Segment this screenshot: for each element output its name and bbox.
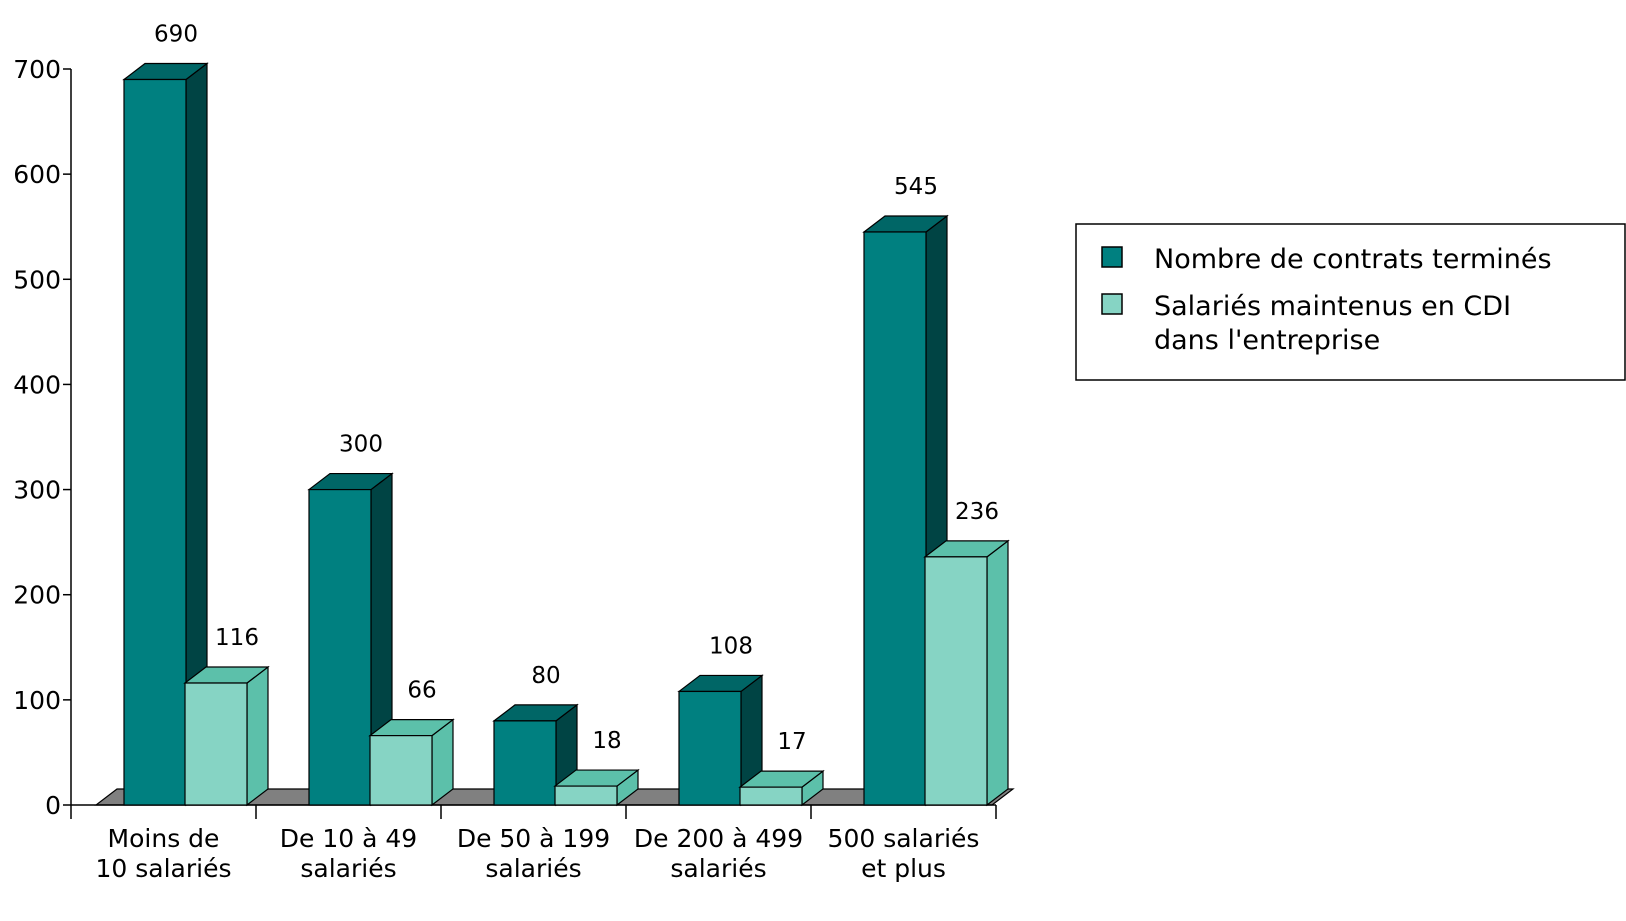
bar-front: [678, 690, 742, 806]
legend-label: dans l'entreprise: [1154, 325, 1380, 356]
x-category-label: et plus: [861, 854, 946, 883]
legend-label: Salariés maintenus en CDI: [1154, 291, 1511, 322]
bar-value-label: 80: [531, 663, 560, 689]
bars: [122, 62, 1010, 807]
value-labels: 690 300 80 108 545 116 66 18 17 236: [154, 22, 999, 756]
x-category-label: De 10 à 49: [280, 824, 417, 853]
bar: [122, 62, 209, 807]
bar-value-label: 545: [894, 174, 938, 200]
bar: [368, 718, 455, 807]
x-category-label: 10 salariés: [96, 854, 232, 883]
bar: [923, 539, 1010, 807]
bar-value-label: 690: [154, 22, 198, 48]
bar: [183, 665, 270, 807]
legend-swatch: [1101, 293, 1123, 315]
x-category-label: Moins de: [108, 824, 220, 853]
y-tick-label: 200: [13, 581, 61, 610]
bar: [677, 674, 764, 807]
bar: [738, 769, 825, 807]
bar-front: [554, 785, 618, 806]
bar: [307, 472, 394, 807]
legend: Nombre de contrats terminés Salariés main…: [1075, 223, 1626, 381]
bar-value-label: 18: [592, 728, 621, 754]
x-category-label: De 200 à 499: [634, 824, 803, 853]
y-tick-label: 0: [45, 791, 61, 820]
bar-front: [739, 786, 803, 806]
x-category-label: salariés: [300, 854, 396, 883]
x-category-label: De 50 à 199: [457, 824, 610, 853]
bar-value-label: 108: [709, 633, 753, 659]
y-tick-label: 100: [13, 686, 61, 715]
bar-front: [863, 231, 927, 806]
legend-swatch: [1101, 246, 1123, 268]
bar-front: [308, 488, 372, 806]
y-tick-label: 300: [13, 476, 61, 505]
y-tick-label: 500: [13, 265, 61, 294]
bar-value-label: 66: [407, 678, 436, 704]
y-tick-label: 700: [13, 55, 61, 84]
bar-front: [493, 720, 557, 806]
bar-value-label: 116: [215, 625, 259, 651]
bar-value-label: 236: [955, 499, 999, 525]
bar: [553, 768, 640, 807]
x-category-label: 500 salariés: [828, 824, 980, 853]
bar-value-label: 300: [339, 432, 383, 458]
x-category-label: salariés: [670, 854, 766, 883]
bar: [862, 214, 949, 807]
x-category-label: salariés: [485, 854, 581, 883]
bar-front: [924, 556, 988, 806]
legend-label: Nombre de contrats terminés: [1154, 244, 1552, 275]
bar-front: [123, 78, 187, 806]
y-tick-label: 600: [13, 160, 61, 189]
bar-value-label: 17: [777, 729, 806, 755]
legend-box: [1075, 223, 1626, 381]
y-tick-label: 400: [13, 370, 61, 399]
bar-front: [184, 682, 248, 806]
bar-side: [246, 665, 269, 807]
bar-side: [986, 539, 1009, 807]
bar-front: [369, 735, 433, 806]
